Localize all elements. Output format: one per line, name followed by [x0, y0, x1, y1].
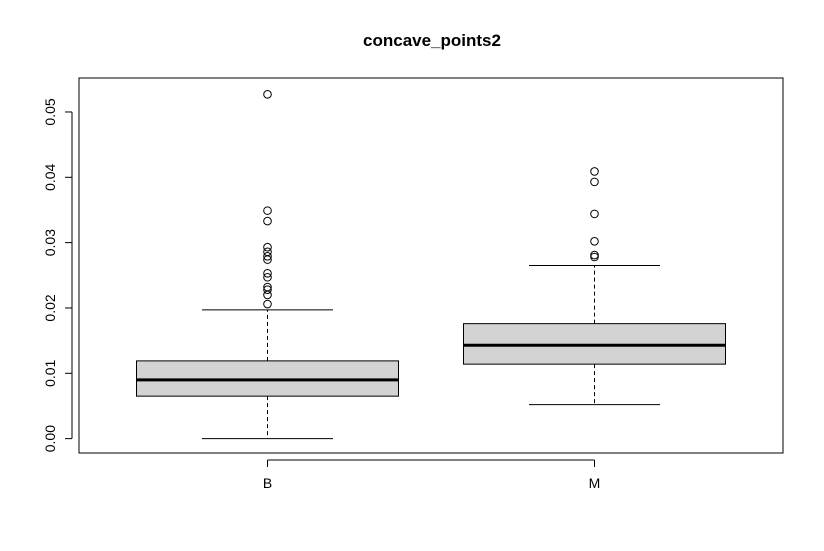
- outlier-point: [263, 285, 272, 294]
- y-tick-label: 0.03: [42, 229, 58, 256]
- outlier-point: [590, 252, 599, 262]
- plot-frame: [78, 77, 784, 454]
- outlier-point: [590, 177, 599, 187]
- outlier-point: [263, 242, 272, 252]
- x-tick-label: M: [589, 475, 601, 491]
- y-tick-label: 0.05: [42, 98, 58, 125]
- x-tick-label: B: [263, 475, 272, 491]
- outlier-point: [263, 290, 272, 300]
- outlier-point: [263, 272, 272, 282]
- outlier-point: [263, 247, 272, 257]
- outlier-point: [263, 206, 272, 215]
- outlier-point: [263, 216, 272, 226]
- chart-title: concave_points2: [363, 31, 501, 50]
- outlier-point: [263, 252, 272, 261]
- outlier-point: [263, 269, 272, 278]
- boxes: [136, 90, 726, 440]
- outlier-point: [590, 237, 599, 246]
- y-tick-label: 0.00: [42, 425, 58, 452]
- outlier-point: [263, 299, 272, 309]
- outlier-point: [263, 255, 272, 264]
- outlier-point: [263, 90, 272, 99]
- y-tick-label: 0.01: [42, 359, 58, 386]
- outlier-point: [590, 209, 599, 219]
- y-axis: 0.00 0.01 0.02 0.03 0.04 0.05: [42, 98, 73, 452]
- outlier-point: [590, 167, 599, 176]
- y-tick-label: 0.04: [42, 163, 58, 190]
- y-tick-label: 0.02: [42, 294, 58, 321]
- box-B: [136, 90, 399, 440]
- box-M: [463, 167, 726, 406]
